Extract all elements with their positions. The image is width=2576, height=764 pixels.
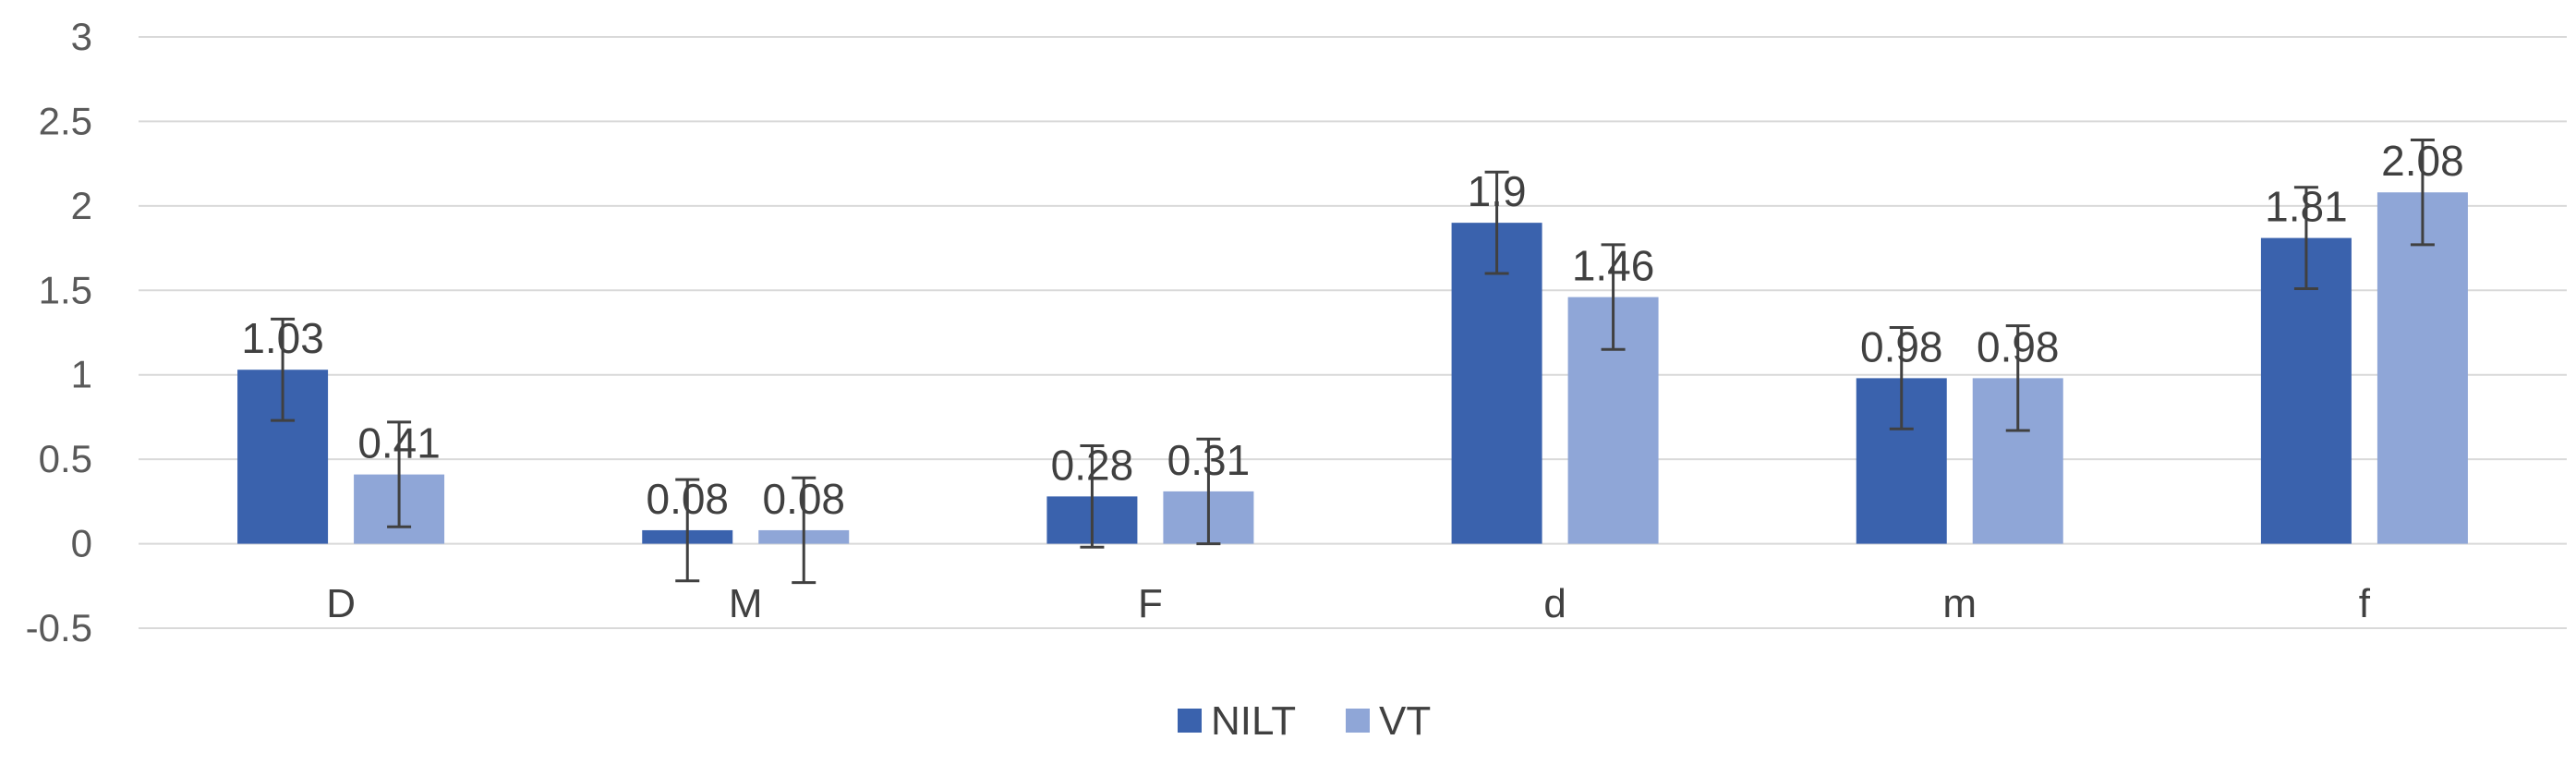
bars — [237, 192, 2468, 544]
error-bar — [792, 476, 816, 585]
category-label: m — [1942, 581, 1977, 626]
y-tick-label: -0.5 — [26, 606, 92, 649]
y-tick-label: 0.5 — [39, 437, 92, 480]
data-label: 0.28 — [1051, 441, 1134, 489]
bar-nilt-d — [1451, 223, 1542, 544]
legend: NILT VT — [1178, 698, 1431, 744]
y-axis-ticks: 3 2.5 2 1.5 1 0.5 0 -0.5 — [26, 15, 92, 649]
error-bar — [2293, 186, 2318, 290]
legend-swatch — [1346, 709, 1370, 733]
error-bar — [387, 420, 412, 528]
error-bar — [1080, 444, 1105, 549]
y-tick-label: 1 — [71, 353, 92, 396]
y-tick-label: 3 — [71, 15, 92, 58]
data-label: 0.98 — [1860, 322, 1943, 370]
y-tick-label: 2.5 — [39, 99, 92, 142]
category-label: f — [2359, 581, 2371, 626]
y-tick-label: 1.5 — [39, 268, 92, 311]
data-label: 1.9 — [1468, 167, 1527, 215]
legend-item-nilt: NILT — [1178, 698, 1296, 744]
data-label: 0.41 — [357, 419, 441, 467]
data-label: 0.31 — [1167, 436, 1251, 484]
error-bar — [2410, 139, 2435, 247]
data-label: 0.98 — [1977, 322, 2060, 370]
data-label: 0.08 — [762, 475, 845, 523]
category-label: M — [729, 581, 763, 626]
grid-lines — [139, 36, 2567, 629]
error-bar — [271, 317, 296, 422]
error-bar — [1196, 437, 1221, 546]
data-label: 2.08 — [2381, 137, 2464, 185]
legend-label: VT — [1379, 698, 1431, 744]
y-tick-label: 2 — [71, 184, 92, 227]
bar-vt-f — [2376, 192, 2468, 544]
error-bar — [1889, 326, 1914, 431]
error-bar — [675, 478, 700, 583]
legend-label: NILT — [1211, 698, 1296, 744]
data-label: 0.08 — [646, 475, 729, 523]
error-bars — [271, 139, 2435, 585]
data-label: 1.46 — [1572, 242, 1655, 290]
category-label: d — [1543, 581, 1566, 626]
error-bar — [1484, 170, 1509, 275]
error-bar — [1601, 243, 1626, 351]
legend-swatch — [1178, 709, 1202, 733]
data-label: 1.03 — [241, 314, 324, 362]
y-tick-label: 0 — [71, 522, 92, 565]
category-label: D — [326, 581, 356, 626]
category-label: F — [1138, 581, 1163, 626]
error-bar — [2005, 324, 2030, 432]
legend-item-vt: VT — [1346, 698, 1431, 744]
data-label: 1.81 — [2265, 183, 2348, 231]
data-labels: 1.03 0.41 0.08 0.08 0.28 0.31 1.9 1.46 0.98 0.98 1… — [241, 137, 2463, 523]
